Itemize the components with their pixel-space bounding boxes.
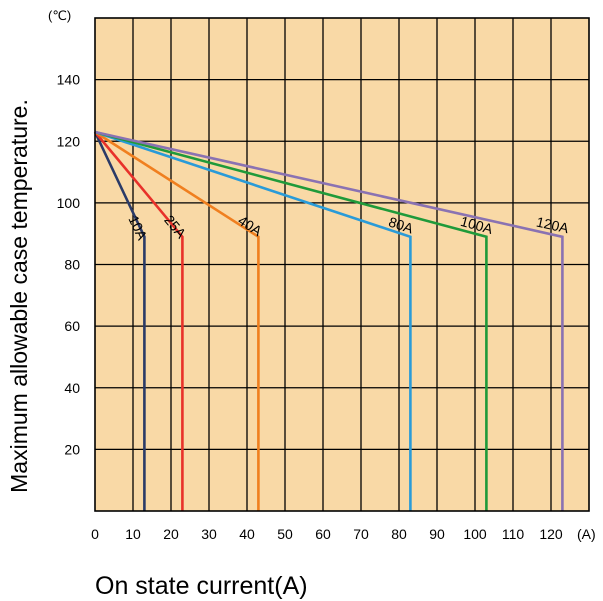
tick-labels: 0 10 20 30 40 50 60 70 80 90 100 110 120 20 40 60 80 100 1… <box>57 72 563 542</box>
y-tick-label: 40 <box>64 380 80 396</box>
series-lines <box>93 130 564 511</box>
y-axis-title: Maximum allowable case temperature. <box>6 99 32 493</box>
series-label-120A: 120A <box>535 214 571 237</box>
y-tick-label: 140 <box>57 72 81 88</box>
x-tick-label: 50 <box>277 526 293 542</box>
series-label-80A: 80A <box>387 214 416 237</box>
series-line-100A <box>94 130 488 511</box>
grid-lines <box>95 18 589 511</box>
x-tick-label: 110 <box>502 526 525 542</box>
plot-frame <box>94 17 590 512</box>
x-tick-label: 10 <box>125 526 141 542</box>
y-tick-label: 100 <box>57 195 81 211</box>
series-line-25A <box>94 131 184 511</box>
series-line-80A <box>94 130 412 511</box>
x-tick-label: 40 <box>239 526 255 542</box>
x-tick-label: 60 <box>315 526 331 542</box>
x-tick-label: 80 <box>391 526 407 542</box>
series-line-120A <box>94 130 564 511</box>
x-tick-label: 30 <box>201 526 217 542</box>
series-line-40A <box>94 130 260 511</box>
y-tick-label: 60 <box>64 318 80 334</box>
x-tick-label: 90 <box>429 526 445 542</box>
y-unit-label: (℃) <box>48 8 71 23</box>
x-tick-label: 0 <box>91 526 99 542</box>
x-tick-label: 120 <box>539 526 563 542</box>
y-tick-label: 20 <box>64 441 80 457</box>
y-tick-label: 120 <box>57 133 81 149</box>
x-axis-title: On state current(A) <box>95 572 308 600</box>
x-tick-label: 70 <box>353 526 369 542</box>
x-tick-label: 100 <box>463 526 487 542</box>
x-tick-label: 20 <box>163 526 179 542</box>
y-tick-label: 80 <box>64 257 80 273</box>
series-line-10A <box>93 131 146 511</box>
x-unit-label: (A) <box>577 526 596 542</box>
